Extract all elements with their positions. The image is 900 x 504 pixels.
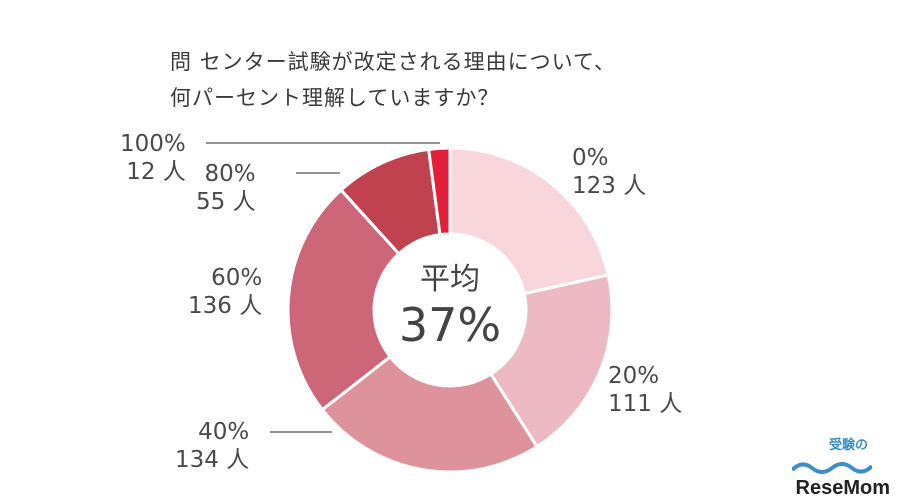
slice-value-label: 123 人	[572, 173, 647, 199]
resemom-logo: 受験の ReseMom	[772, 430, 892, 500]
logo-text-top: 受験の	[828, 438, 868, 453]
chart-title-line1: 問 センター試験が改定される理由について、	[170, 50, 616, 74]
slice-category-label: 0%	[572, 145, 609, 171]
slice-label-60pct: 60% 136 人	[188, 264, 262, 320]
donut-slice-60pct	[286, 187, 402, 412]
slice-label-80pct: 80% 55 人	[196, 160, 256, 216]
slice-category-label: 100%	[120, 131, 186, 157]
average-annotation: 平均 37%	[375, 262, 525, 352]
slice-label-100pct: 100% 12 人	[120, 130, 186, 186]
slice-category-label: 20%	[608, 363, 660, 389]
slice-category-label: 60%	[211, 265, 263, 291]
logo-text-bottom: ReseMom	[795, 477, 890, 499]
slice-label-40pct: 40% 134 人	[175, 418, 249, 474]
average-value: 37%	[398, 298, 502, 352]
average-caption: 平均	[420, 262, 480, 297]
slice-category-label: 80%	[204, 161, 256, 187]
donut-slice-100pct	[426, 146, 452, 237]
wave-icon	[792, 462, 872, 474]
donut-slice-20pct	[488, 273, 614, 449]
donut-slice-40pct	[320, 354, 540, 474]
slice-value-label: 136 人	[188, 293, 263, 319]
slice-label-0pct: 0% 123 人	[572, 144, 646, 200]
chart-title: 問 センター試験が改定される理由について、 何パーセント理解していますか？	[170, 44, 616, 116]
slice-value-label: 111 人	[608, 391, 683, 417]
slice-label-20pct: 20% 111 人	[608, 362, 682, 418]
chart-title-line2: 何パーセント理解していますか？	[170, 86, 500, 110]
slice-category-label: 40%	[198, 419, 250, 445]
slice-value-label: 12 人	[126, 159, 186, 185]
donut-slice-0pct	[448, 146, 610, 296]
slice-value-label: 134 人	[175, 447, 250, 473]
slice-value-label: 55 人	[196, 189, 256, 215]
